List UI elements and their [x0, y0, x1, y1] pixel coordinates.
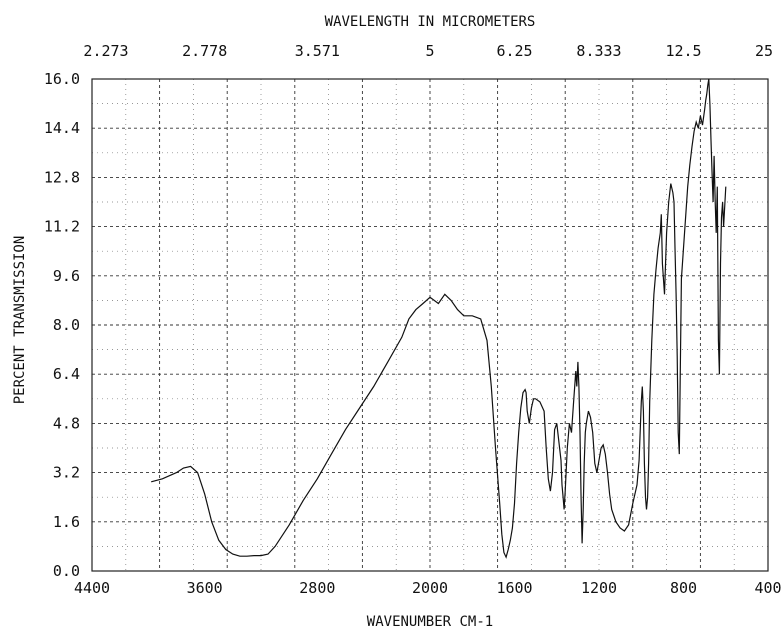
y-tick-label: 8.0 — [53, 316, 80, 334]
y-tick-label: 4.8 — [53, 414, 80, 432]
y-tick-label: 11.2 — [44, 218, 80, 236]
chart-gridlines — [92, 79, 768, 571]
top-tick-label: 25 — [755, 42, 773, 60]
top-axis-ticks: 2.273 2.778 3.571 5 6.25 8.333 12.5 25 — [83, 42, 773, 60]
y-axis-label: PERCENT TRANSMISSION — [12, 236, 28, 405]
y-tick-label: 6.4 — [53, 365, 80, 383]
x-tick-label: 3600 — [187, 579, 223, 597]
x-tick-label: 1600 — [496, 579, 532, 597]
y-axis-ticks: 0.0 1.6 3.2 4.8 6.4 8.0 9.6 11.2 12.8 14.4 16.0 — [44, 70, 80, 580]
y-tick-label: 9.6 — [53, 267, 80, 285]
y-tick-label: 1.6 — [53, 513, 80, 531]
top-tick-label: 8.333 — [576, 42, 621, 60]
x-axis-label: WAVENUMBER CM-1 — [367, 614, 493, 630]
y-tick-label: 14.4 — [44, 119, 80, 137]
top-tick-label: 2.778 — [182, 42, 227, 60]
x-tick-label: 400 — [754, 579, 781, 597]
x-tick-label: 4400 — [74, 579, 110, 597]
top-tick-label: 6.25 — [496, 42, 532, 60]
x-axis-ticks: 4400 3600 2800 2000 1600 1200 800 400 — [74, 579, 782, 597]
y-tick-label: 0.0 — [53, 562, 80, 580]
y-tick-label: 3.2 — [53, 464, 80, 482]
series-0-line — [151, 78, 727, 559]
top-tick-label: 3.571 — [295, 42, 340, 60]
top-tick-label: 5 — [425, 42, 434, 60]
top-axis-label: WAVELENGTH IN MICROMETERS — [325, 14, 536, 30]
x-tick-label: 2000 — [412, 579, 448, 597]
x-tick-label: 2800 — [299, 579, 335, 597]
y-tick-label: 12.8 — [44, 168, 80, 186]
plot-frame — [91, 78, 769, 572]
top-tick-label: 12.5 — [665, 42, 701, 60]
top-tick-label: 2.273 — [83, 42, 128, 60]
x-tick-label: 800 — [670, 579, 697, 597]
y-tick-label: 16.0 — [44, 70, 80, 88]
x-tick-label: 1200 — [581, 579, 617, 597]
